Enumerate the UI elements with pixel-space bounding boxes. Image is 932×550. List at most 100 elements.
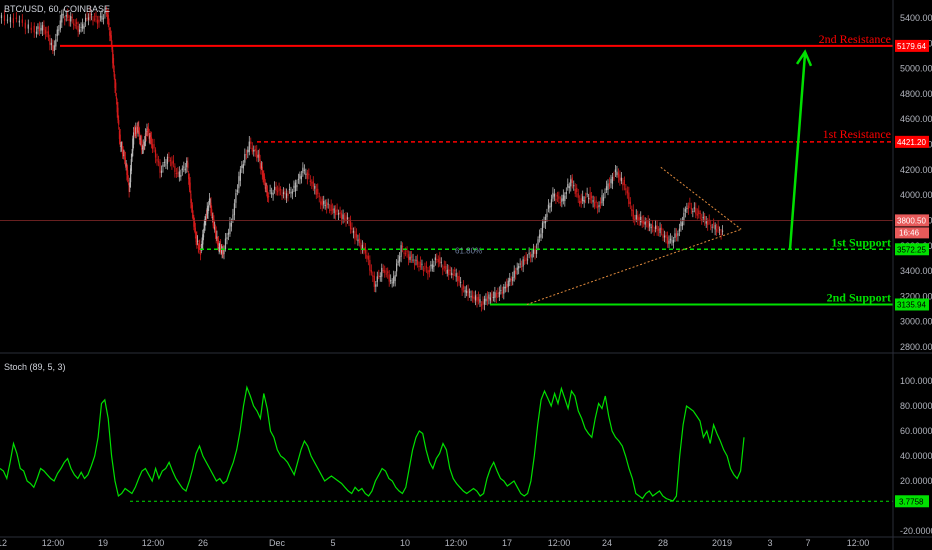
fib-label: 61.80% xyxy=(455,246,482,255)
candle-body xyxy=(201,240,203,246)
candle-body xyxy=(399,256,401,262)
candle-body xyxy=(324,204,326,206)
candle-body xyxy=(86,17,88,19)
candle-body xyxy=(127,170,129,179)
time-axis-label: 19 xyxy=(98,538,108,548)
candle-body xyxy=(122,149,124,151)
candle-body xyxy=(662,234,664,238)
candle-body xyxy=(467,289,469,297)
candle-body xyxy=(56,29,58,37)
candle-body xyxy=(111,46,113,50)
support-1-price-tag: 3572.25 xyxy=(897,245,926,254)
candle-body xyxy=(263,176,266,180)
candle-body xyxy=(540,233,542,238)
candle-body xyxy=(343,218,346,220)
candle-body xyxy=(421,263,423,265)
candle-body xyxy=(273,186,276,190)
stoch-pane[interactable] xyxy=(0,385,893,502)
candle-body xyxy=(107,14,109,25)
candle-body xyxy=(96,19,99,24)
candle-body xyxy=(247,149,249,153)
candle-body xyxy=(41,25,44,31)
candle-body xyxy=(507,280,509,287)
candle-body xyxy=(153,144,155,149)
candle-body xyxy=(549,205,551,208)
candle-body xyxy=(489,297,492,301)
candle-body xyxy=(525,257,527,261)
candle-body xyxy=(355,233,358,238)
candle-body xyxy=(165,164,167,166)
candle-body xyxy=(261,166,263,175)
candle-body xyxy=(357,239,359,242)
candle-body xyxy=(241,165,243,168)
price-pane[interactable]: 2nd Resistance 1st Resistance 1st Support 6… xyxy=(0,6,893,312)
candle-body xyxy=(268,195,270,198)
candle-body xyxy=(35,31,38,34)
candle-body xyxy=(516,267,518,271)
candle-body xyxy=(649,223,651,227)
candle-body xyxy=(109,31,111,36)
candle-body xyxy=(592,200,594,203)
candle-body xyxy=(613,177,615,179)
candle-body xyxy=(534,248,536,254)
candle-body xyxy=(202,234,205,238)
candle-body xyxy=(333,208,335,214)
countdown-tag: 16:46 xyxy=(899,228,920,237)
candle-body xyxy=(366,255,368,259)
breakout-arrow-shaft xyxy=(788,53,807,250)
candle-body xyxy=(393,276,395,284)
candle-body xyxy=(214,228,217,234)
candle-body xyxy=(193,220,195,227)
candle-body xyxy=(503,286,505,294)
candle-body xyxy=(687,205,689,210)
candle-body xyxy=(27,24,29,29)
candle-body xyxy=(376,276,378,282)
candle-body xyxy=(71,16,73,19)
candle-body xyxy=(571,177,573,183)
candle-body xyxy=(205,217,207,220)
candle-body xyxy=(106,14,109,20)
candle-body xyxy=(449,269,451,271)
candle-body xyxy=(159,162,161,173)
candle-body xyxy=(121,146,124,154)
triangle-lower-line xyxy=(526,228,742,305)
candle-body xyxy=(375,284,377,287)
candle-body xyxy=(169,159,172,161)
candle-body xyxy=(59,20,61,30)
candle-body xyxy=(134,132,136,134)
candle-body xyxy=(323,201,325,205)
candle-body xyxy=(443,266,445,269)
candle-body xyxy=(650,226,652,229)
candle-body xyxy=(320,201,322,205)
candle-body xyxy=(640,216,642,223)
candle-body xyxy=(576,187,578,193)
candle-body xyxy=(118,119,120,125)
candle-body xyxy=(76,22,78,25)
candle-body xyxy=(232,214,234,221)
candle-body xyxy=(494,292,496,298)
candle-body xyxy=(148,134,150,139)
candle-body xyxy=(424,268,426,270)
candle-body xyxy=(128,185,130,192)
candle-body xyxy=(473,296,475,300)
candle-body xyxy=(513,270,515,278)
candle-body xyxy=(686,208,688,210)
candle-body xyxy=(218,247,220,249)
candle-body xyxy=(61,13,63,23)
candle-body xyxy=(342,214,344,219)
candle-body xyxy=(546,213,548,218)
candle-body xyxy=(561,198,563,202)
candle-body xyxy=(265,187,267,189)
candle-body xyxy=(132,132,135,145)
candle-body xyxy=(419,262,422,268)
candle-body xyxy=(663,235,666,238)
candle-body xyxy=(44,29,46,34)
price-axis-label: 4000.00 xyxy=(900,190,932,200)
candle-body xyxy=(547,204,550,209)
candle-body xyxy=(593,202,596,207)
candle-body xyxy=(655,225,657,230)
candle-body xyxy=(211,209,213,213)
stoch-level-tag-bg xyxy=(895,495,929,508)
candle-body xyxy=(145,133,147,136)
